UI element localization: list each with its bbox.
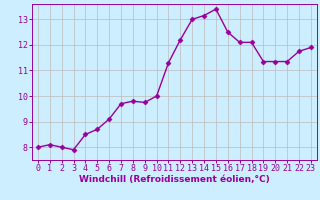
- X-axis label: Windchill (Refroidissement éolien,°C): Windchill (Refroidissement éolien,°C): [79, 175, 270, 184]
